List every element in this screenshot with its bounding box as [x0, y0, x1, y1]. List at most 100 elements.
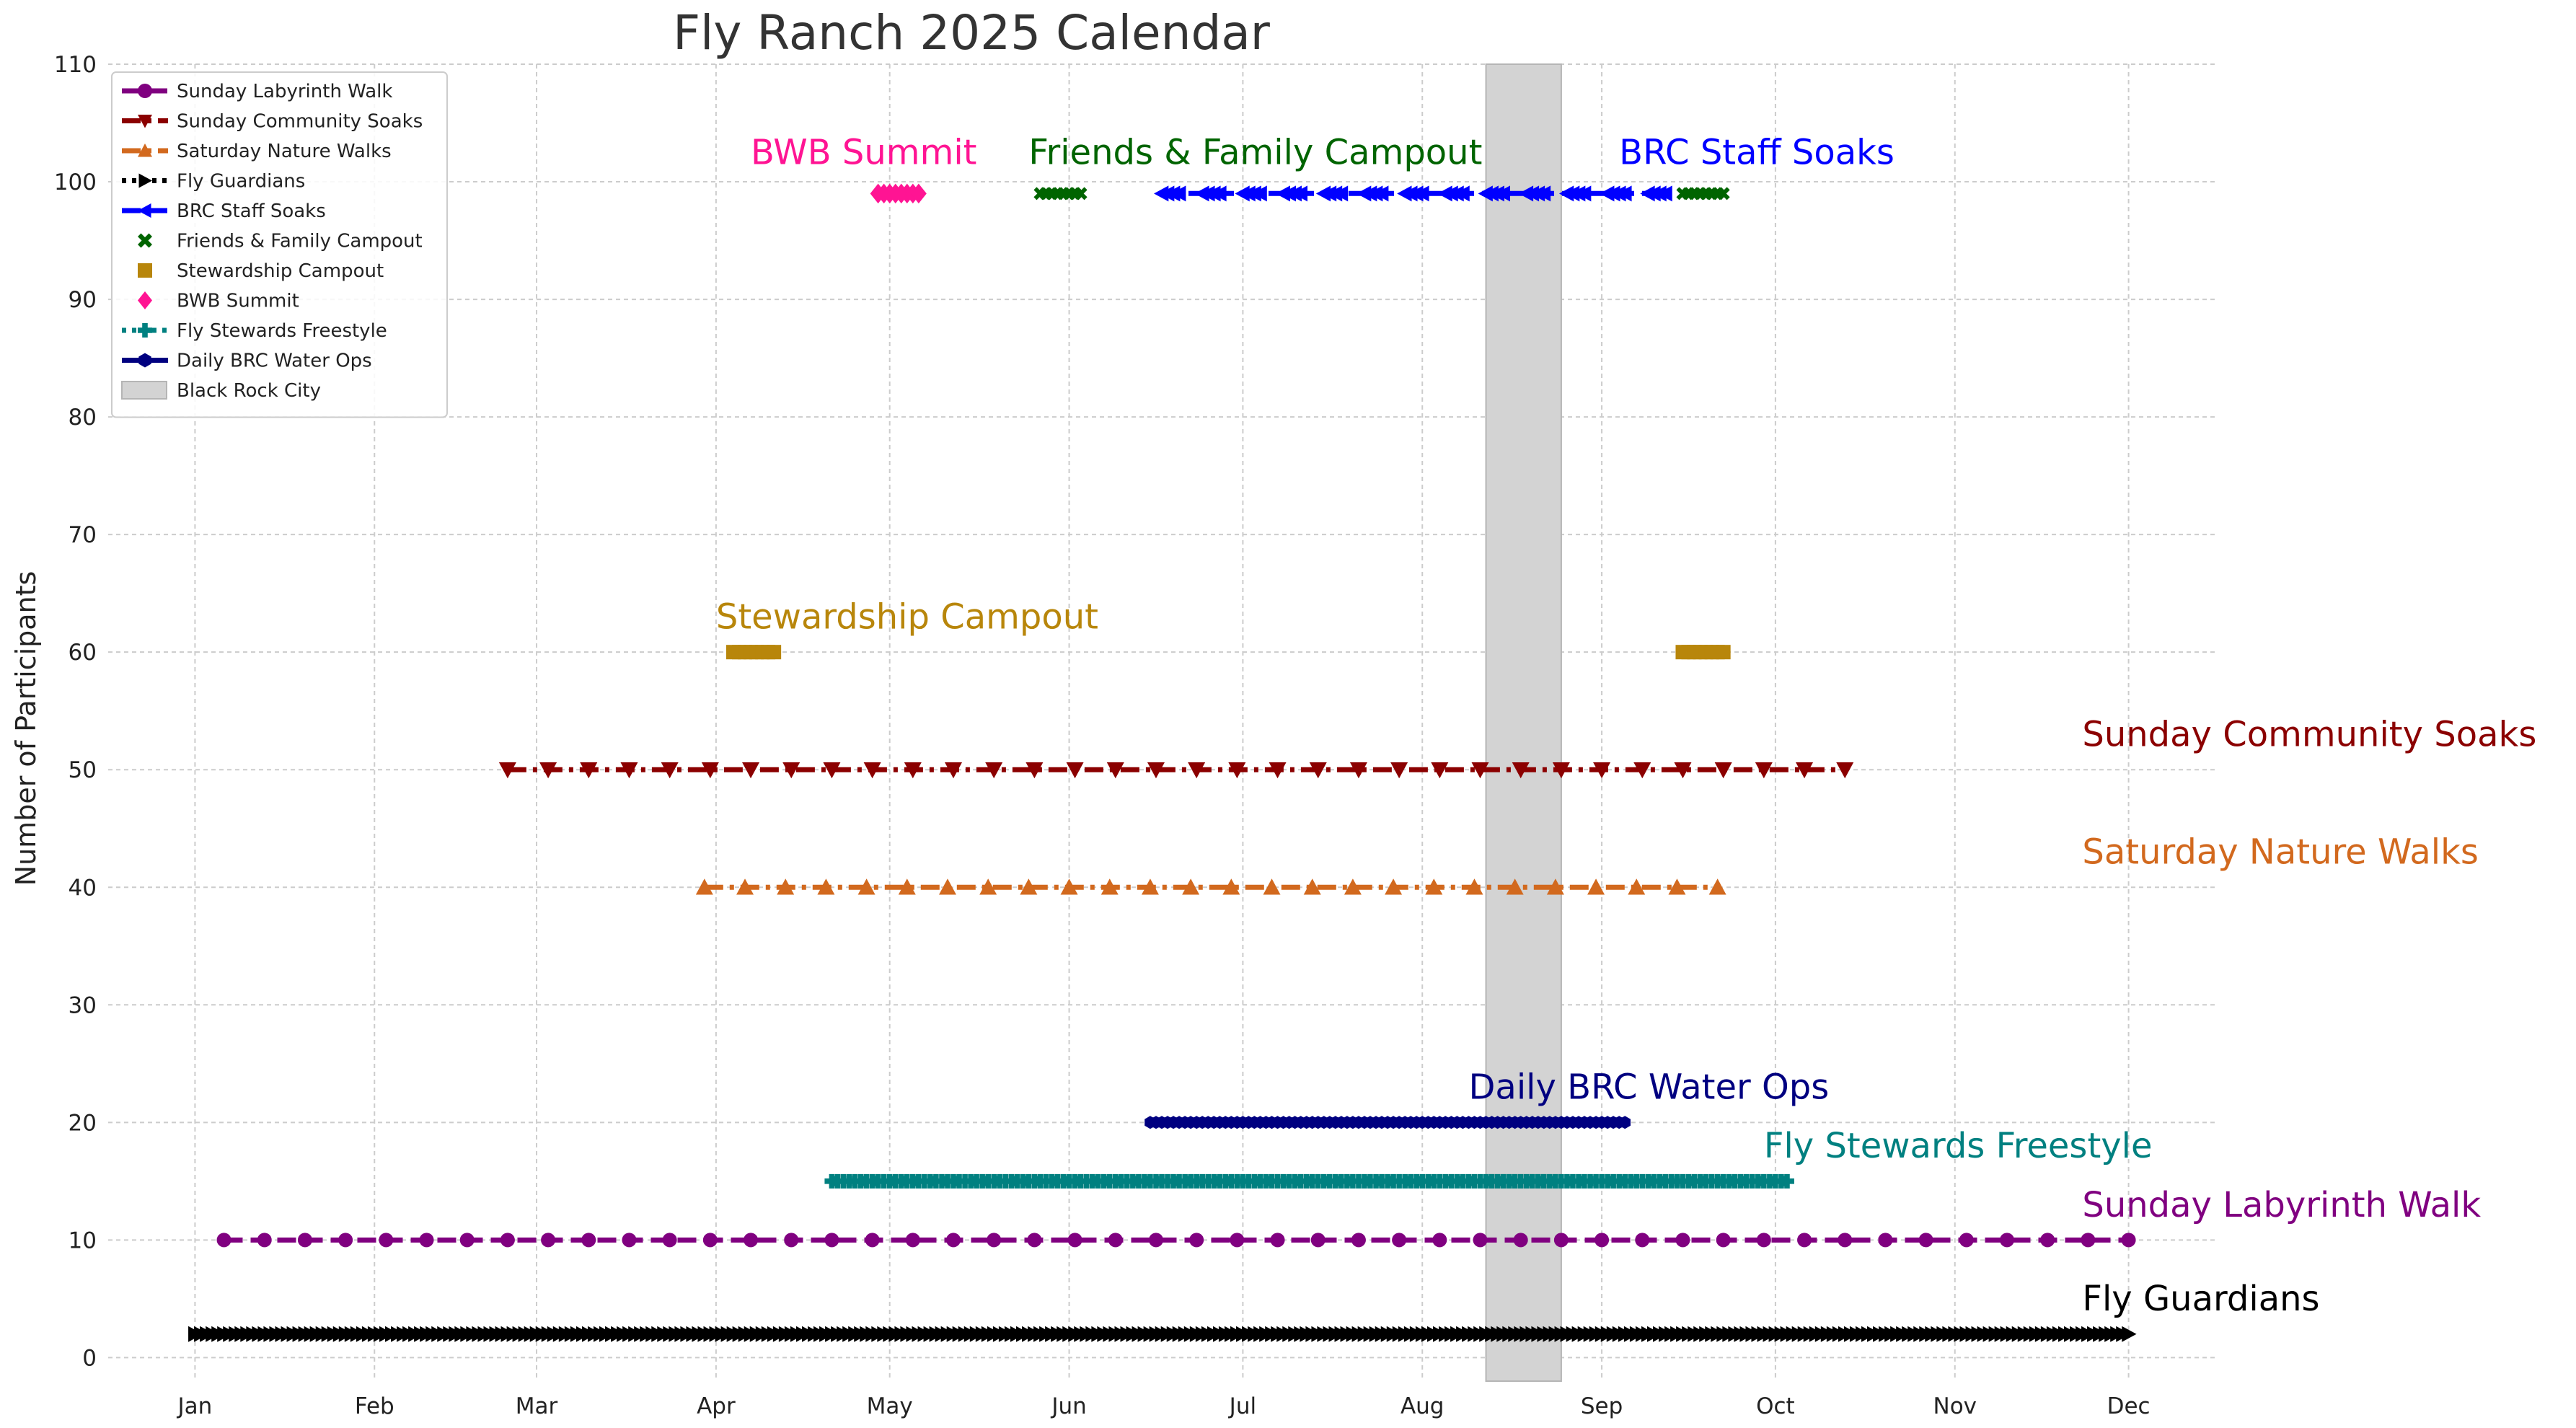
point-sunday-community-soaks-18	[1228, 762, 1246, 779]
x-tick-label-dec: Dec	[2107, 1393, 2151, 1419]
point-sunday-labyrinth-walk-12	[702, 1233, 718, 1248]
x-tick-label-feb: Feb	[355, 1393, 394, 1419]
point-sunday-labyrinth-walk-33	[1553, 1233, 1569, 1248]
legend-marker-stewardship-campout	[138, 263, 152, 278]
point-sunday-labyrinth-walk-13	[744, 1233, 759, 1248]
legend-label-fly-guardians: Fly Guardians	[177, 171, 305, 193]
point-sunday-labyrinth-walk-29	[1392, 1233, 1407, 1248]
point-sunday-community-soaks-2	[580, 762, 598, 779]
point-saturday-nature-walks-7	[979, 878, 997, 895]
y-tick-label-110: 110	[54, 52, 97, 78]
point-brc-staff-soaks-27	[1414, 185, 1429, 202]
point-sunday-labyrinth-walk-45	[2040, 1233, 2055, 1248]
legend-marker-fly-stewards-freestyle	[138, 323, 152, 338]
point-saturday-nature-walks-14	[1263, 878, 1281, 895]
point-sunday-labyrinth-walk-8	[541, 1233, 556, 1248]
point-saturday-nature-walks-11	[1141, 878, 1159, 895]
point-sunday-labyrinth-walk-25	[1230, 1233, 1245, 1248]
point-sunday-community-soaks-19	[1269, 762, 1287, 779]
point-sunday-labyrinth-walk-47	[2121, 1233, 2136, 1248]
point-sunday-labyrinth-walk-31	[1473, 1233, 1488, 1248]
point-sunday-community-soaks-3	[620, 762, 638, 779]
point-saturday-nature-walks-15	[1303, 878, 1321, 895]
point-sunday-community-soaks-32	[1796, 762, 1814, 779]
legend-label-daily-brc-water-ops: Daily BRC Water Ops	[177, 351, 372, 372]
point-sunday-community-soaks-26	[1552, 762, 1570, 779]
point-sunday-labyrinth-walk-44	[2000, 1233, 2015, 1248]
point-sunday-labyrinth-walk-39	[1797, 1233, 1812, 1248]
point-sunday-labyrinth-walk-7	[500, 1233, 515, 1248]
point-bwb-summit-7	[910, 183, 927, 204]
legend-label-sunday-labyrinth-walk: Sunday Labyrinth Walk	[177, 81, 392, 102]
point-sunday-community-soaks-20	[1309, 762, 1327, 779]
legend-label-saturday-nature-walks: Saturday Nature Walks	[177, 141, 392, 162]
point-fly-guardians-334	[2122, 1326, 2137, 1342]
legend-marker-saturday-nature-walks	[138, 144, 152, 157]
legend-label-sunday-community-soaks: Sunday Community Soaks	[177, 111, 423, 133]
point-sunday-community-soaks-23	[1431, 762, 1449, 779]
y-tick-label-80: 80	[69, 405, 97, 431]
point-sunday-labyrinth-walk-23	[1148, 1233, 1163, 1248]
x-tick-label-sep: Sep	[1581, 1393, 1623, 1419]
legend-marker-fly-guardians	[138, 173, 152, 188]
point-sunday-labyrinth-walk-27	[1310, 1233, 1326, 1248]
point-saturday-nature-walks-19	[1465, 878, 1483, 895]
axis-tick-labels: Jan Feb Mar Apr May Jun Jul Aug Sep Oct Nov Dec 0 10 2…	[54, 52, 2151, 1419]
x-tick-label-aug: Aug	[1401, 1393, 1444, 1419]
point-sunday-labyrinth-walk-36	[1675, 1233, 1690, 1248]
point-sunday-community-soaks-14	[1066, 762, 1084, 779]
annotation-saturday-nature-walks: Saturday Nature Walks	[2082, 832, 2479, 873]
point-sunday-labyrinth-walk-14	[784, 1233, 799, 1248]
point-sunday-labyrinth-walk-46	[2081, 1233, 2096, 1248]
point-sunday-community-soaks-4	[661, 762, 679, 779]
point-sunday-labyrinth-walk-9	[581, 1233, 596, 1248]
legend-marker-bwb-summit	[138, 291, 152, 309]
point-sunday-labyrinth-walk-15	[824, 1233, 839, 1248]
point-sunday-labyrinth-walk-24	[1189, 1233, 1204, 1248]
point-saturday-nature-walks-3	[817, 878, 835, 895]
point-sunday-labyrinth-walk-18	[946, 1233, 961, 1248]
point-daily-brc-water-ops-82	[1619, 1116, 1631, 1129]
point-sunday-labyrinth-walk-43	[1959, 1233, 1974, 1248]
point-saturday-nature-walks-9	[1060, 878, 1078, 895]
legend-label-black-rock-city: Black Rock City	[177, 380, 321, 402]
annotation-layer: BWB Summit Friends & Family Campout BRC St…	[716, 133, 2536, 1320]
point-sunday-community-soaks-7	[782, 762, 800, 779]
series-friends-and-family-campout	[1033, 187, 1730, 200]
series-bwb-summit	[870, 183, 927, 204]
point-sunday-labyrinth-walk-16	[865, 1233, 880, 1248]
point-sunday-community-soaks-10	[904, 762, 922, 779]
y-tick-label-100: 100	[54, 169, 97, 195]
point-sunday-labyrinth-walk-3	[338, 1233, 353, 1248]
point-sunday-community-soaks-29	[1674, 762, 1692, 779]
point-stewardship-campout-7	[767, 645, 782, 660]
legend-label-stewardship-campout: Stewardship Campout	[177, 260, 384, 282]
point-saturday-nature-walks-1	[736, 878, 754, 895]
y-tick-label-50: 50	[69, 757, 97, 783]
point-sunday-community-soaks-12	[985, 762, 1003, 779]
point-sunday-labyrinth-walk-5	[419, 1233, 434, 1248]
x-tick-label-nov: Nov	[1933, 1393, 1977, 1419]
grid-lines	[108, 63, 2215, 1381]
point-sunday-community-soaks-28	[1633, 762, 1651, 779]
legend-label-brc-staff-soaks: BRC Staff Soaks	[177, 200, 326, 222]
series-fly-guardians	[188, 1326, 2137, 1342]
legend-box	[111, 71, 448, 418]
point-stewardship-campout-15	[1716, 645, 1731, 660]
point-sunday-labyrinth-walk-42	[1918, 1233, 1933, 1248]
point-brc-staff-soaks-39	[1535, 185, 1551, 202]
annotation-friends-and-family-campout: Friends & Family Campout	[1028, 133, 1482, 173]
point-saturday-nature-walks-13	[1222, 878, 1240, 895]
legend: Sunday Labyrinth Walk Sunday Community So…	[111, 71, 448, 418]
annotation-sunday-labyrinth-walk: Sunday Labyrinth Walk	[2082, 1185, 2481, 1225]
point-saturday-nature-walks-20	[1506, 878, 1524, 895]
point-sunday-community-soaks-8	[823, 762, 841, 779]
point-sunday-labyrinth-walk-19	[987, 1233, 1002, 1248]
y-tick-label-70: 70	[69, 522, 97, 548]
point-sunday-community-soaks-1	[539, 762, 557, 779]
point-saturday-nature-walks-18	[1425, 878, 1443, 895]
legend-marker-sunday-community-soaks	[138, 115, 152, 128]
y-tick-label-40: 40	[69, 875, 97, 901]
point-sunday-community-soaks-21	[1349, 762, 1367, 779]
legend-swatch-black-rock-city	[121, 381, 167, 400]
